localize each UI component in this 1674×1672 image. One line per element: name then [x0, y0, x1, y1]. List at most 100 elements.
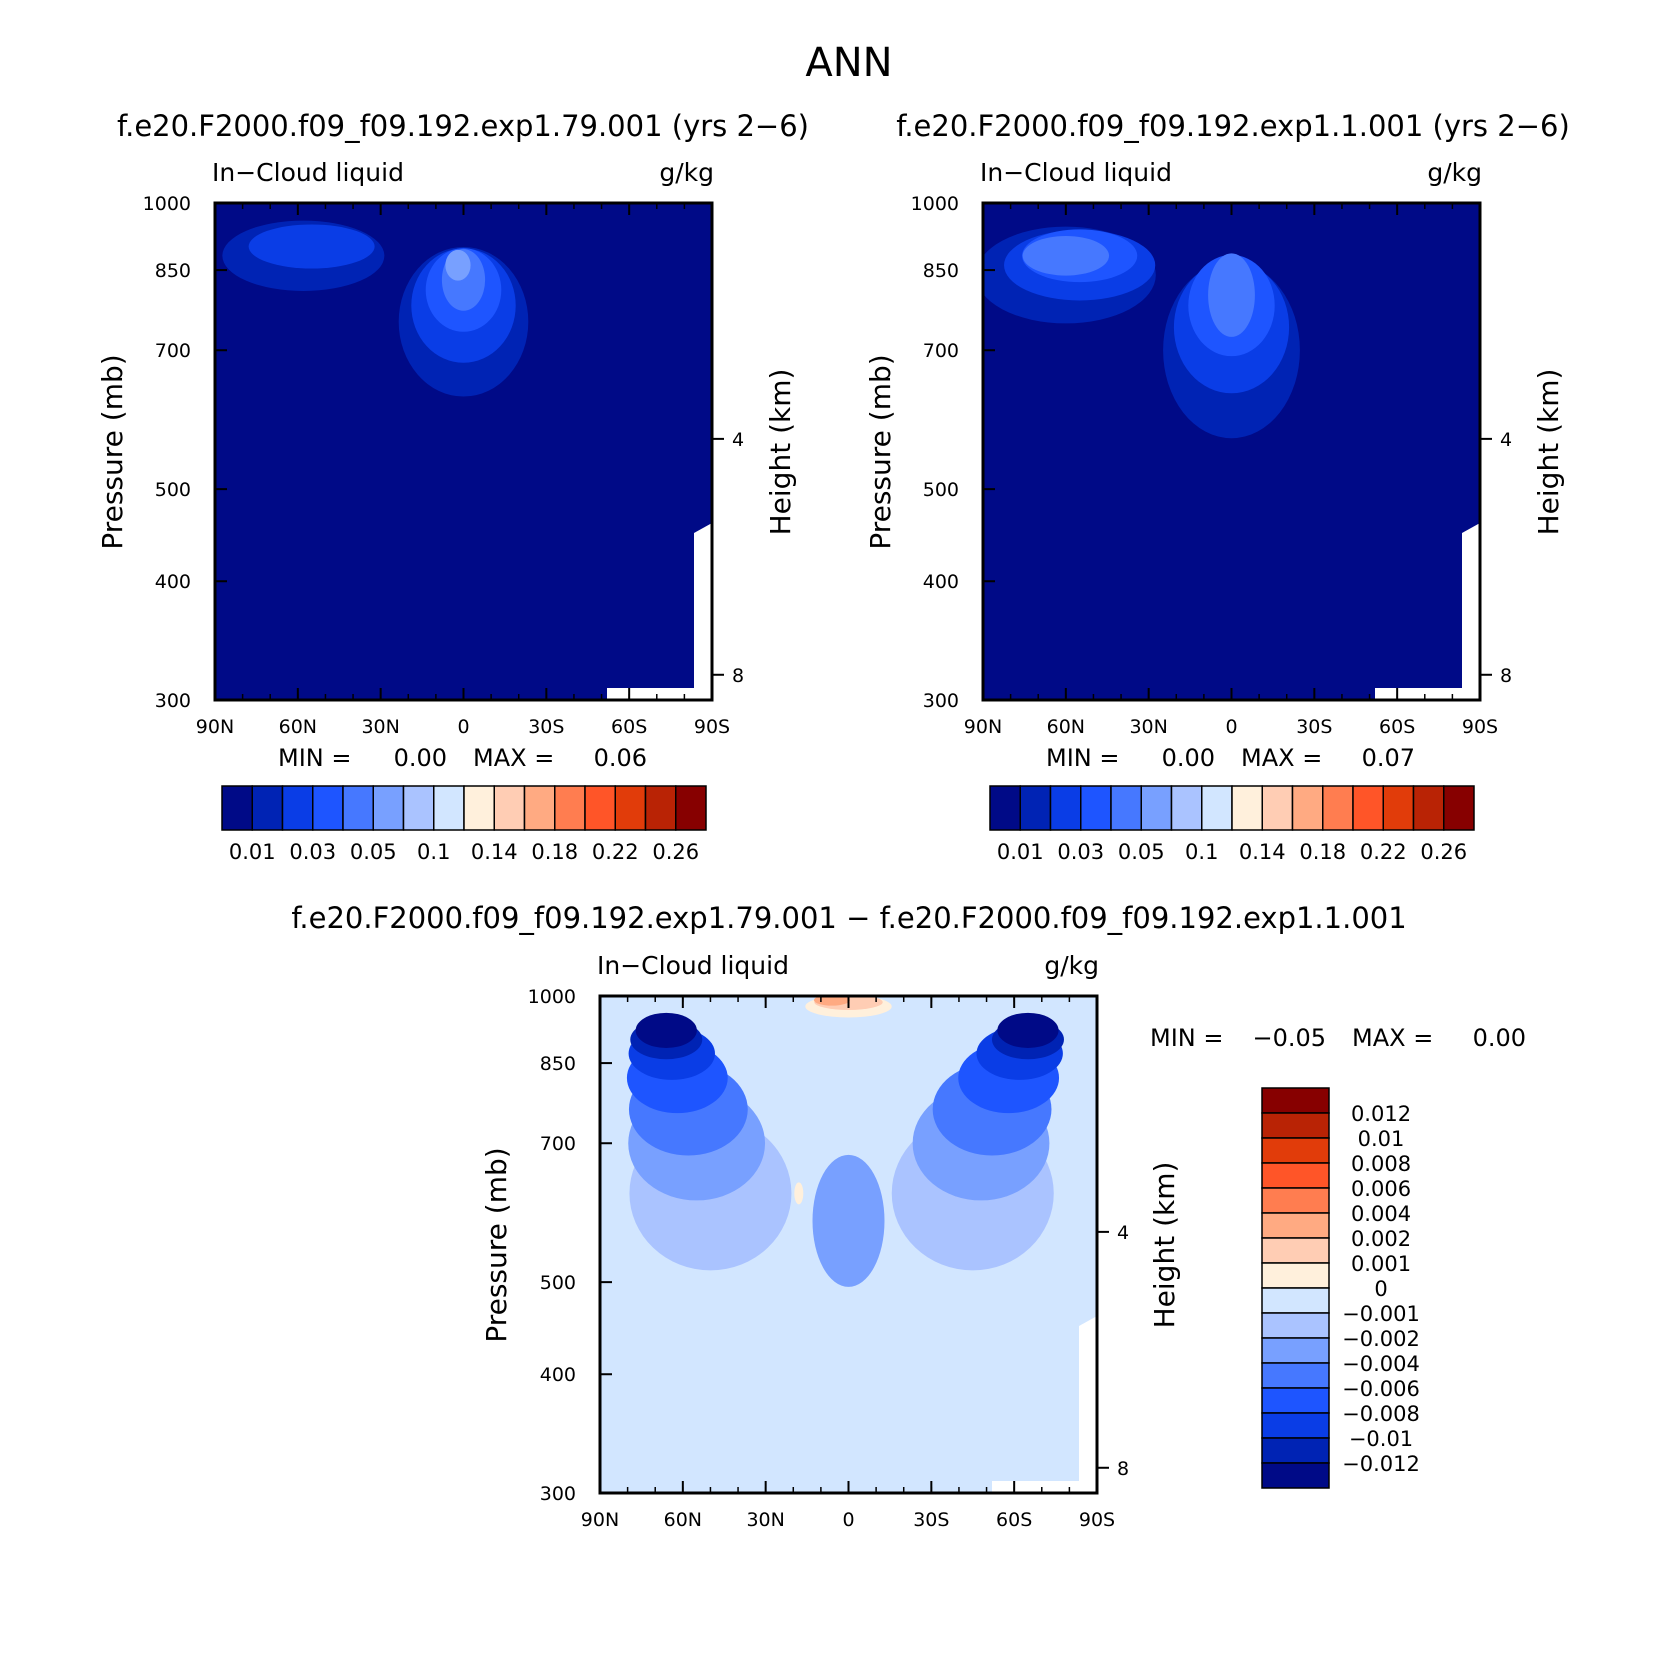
y-axis-label: Pressure (mb)	[96, 354, 129, 549]
contour-level-10	[813, 996, 850, 1006]
missing-data-mask	[1375, 688, 1465, 700]
y-tick-label: 1000	[143, 193, 191, 215]
colorbar-label: 0.03	[1057, 840, 1104, 864]
colorbar-label: 0.22	[592, 840, 639, 864]
x-tick-label: 90S	[1462, 716, 1498, 738]
x-tick-label: 60N	[279, 716, 317, 738]
max-label: MAX =	[1241, 744, 1322, 772]
x-axis: 90N 60N 30N 0 30S 60S 90S	[196, 203, 730, 738]
colorbar-label: 0.004	[1351, 1202, 1411, 1226]
x-tick-label: 0	[842, 1509, 854, 1531]
colorbar-swatch	[1261, 1337, 1330, 1364]
max-value: 0.06	[594, 744, 647, 772]
x-tick-label: 30S	[1296, 716, 1332, 738]
x-tick-label: 60S	[996, 1509, 1032, 1531]
colorbar-swatch	[614, 785, 647, 831]
missing-data-mask	[1462, 523, 1480, 700]
colorbar-swatch	[1261, 1212, 1330, 1239]
x-tick-label: 60N	[1047, 716, 1085, 738]
colorbar-label: 0.18	[1299, 840, 1346, 864]
y2-axis-label: Height (km)	[1148, 1162, 1181, 1329]
colorbar-swatch	[554, 785, 586, 831]
y-tick-label: 850	[540, 1053, 576, 1075]
min-value: 0.00	[1162, 744, 1215, 772]
x-tick-label: 30S	[913, 1509, 949, 1531]
contour-level-0	[997, 1012, 1059, 1049]
colorbar-swatch	[1261, 1362, 1330, 1389]
colorbar-swatch	[1261, 1387, 1330, 1414]
colorbar-swatch	[493, 785, 526, 831]
colorbar-swatch	[1261, 785, 1294, 831]
colorbar-label: 0.01	[997, 840, 1044, 864]
contour-level-4	[1208, 253, 1255, 337]
max-value: 0.00	[1473, 1024, 1526, 1052]
y-tick-label: 400	[155, 571, 191, 593]
colorbar: 0.01 0.03 0.05 0.1 0.14 0.18 0.22 0.26	[221, 785, 707, 864]
x-tick-label: 30S	[528, 716, 564, 738]
y-tick-label: 300	[923, 690, 959, 712]
colorbar-swatch	[1261, 1287, 1330, 1314]
y-tick-label: 850	[155, 260, 191, 282]
y-axis-label: Pressure (mb)	[480, 1147, 513, 1342]
colorbar-swatch	[1352, 785, 1384, 831]
colorbar-swatch	[433, 785, 465, 831]
colorbar-swatch	[221, 785, 253, 831]
contour-level-8	[794, 1182, 804, 1205]
colorbar-label: −0.004	[1342, 1352, 1420, 1376]
colorbar-swatch	[1322, 785, 1354, 831]
x-tick-label: 90N	[964, 716, 1002, 738]
colorbar-swatch	[312, 785, 344, 831]
colorbar-swatch	[584, 785, 616, 831]
max-value: 0.07	[1362, 744, 1415, 772]
colorbar-swatch	[1261, 1237, 1330, 1264]
x-tick-label: 60N	[664, 1509, 702, 1531]
colorbar-label: 0.1	[1185, 840, 1218, 864]
colorbar-label: 0.002	[1351, 1227, 1411, 1251]
y2-tick-label: 8	[1117, 1458, 1129, 1480]
colorbar-swatch	[1412, 785, 1445, 831]
x-tick-label: 0	[1225, 716, 1237, 738]
colorbar-swatch	[1261, 1162, 1330, 1189]
y-axis: 300 400 500 700 850 1000	[911, 193, 995, 712]
colorbar-label: 0.26	[1420, 840, 1467, 864]
contour-field	[983, 203, 1480, 700]
x-tick-label: 30N	[1129, 716, 1167, 738]
panel-top-left: f.e20.F2000.f09_f09.192.exp1.79.001 (yrs…	[96, 109, 809, 864]
colorbar-swatch	[1261, 1412, 1330, 1439]
colorbar-swatch	[1261, 1437, 1330, 1464]
colorbar-swatch	[1261, 1312, 1330, 1339]
colorbar-swatch	[1443, 785, 1475, 831]
variable-label: In−Cloud liquid	[980, 158, 1172, 187]
colorbar-swatch	[1231, 785, 1263, 831]
contour-level-2	[248, 224, 375, 269]
colorbar-label: 0	[1374, 1277, 1387, 1301]
colorbar-swatch	[1261, 1262, 1330, 1289]
colorbar-swatch	[281, 785, 314, 831]
colorbar-label: 0.22	[1360, 840, 1407, 864]
colorbar-label: −0.006	[1342, 1377, 1420, 1401]
colorbar-label: 0.012	[1351, 1102, 1411, 1126]
colorbar-swatch	[251, 785, 284, 831]
y2-tick-label: 8	[1500, 665, 1512, 687]
colorbar-label: 0.01	[229, 840, 276, 864]
y2-tick-label: 4	[1500, 429, 1512, 451]
contour-level-0	[635, 1012, 697, 1049]
panel-title: f.e20.F2000.f09_f09.192.exp1.79.001 (yrs…	[117, 109, 809, 143]
colorbar-swatch	[989, 785, 1021, 831]
contour-level-4	[1022, 235, 1110, 276]
colorbar-label: 0.26	[652, 840, 699, 864]
y2-tick-label: 4	[732, 429, 744, 451]
colorbar-swatch	[402, 785, 435, 831]
x-tick-label: 90N	[581, 1509, 619, 1531]
colorbar-label: 0.008	[1351, 1152, 1411, 1176]
colorbar-swatch	[1261, 1137, 1330, 1164]
y-tick-label: 500	[155, 479, 191, 501]
y-tick-label: 500	[540, 1272, 576, 1294]
max-label: MAX =	[1352, 1024, 1433, 1052]
contour-level-5	[445, 249, 471, 281]
units-label: g/kg	[1044, 951, 1099, 980]
colorbar-swatch	[1201, 785, 1233, 831]
colorbar-swatch	[1140, 785, 1173, 831]
colorbar-swatch	[1019, 785, 1052, 831]
y-tick-label: 400	[923, 571, 959, 593]
